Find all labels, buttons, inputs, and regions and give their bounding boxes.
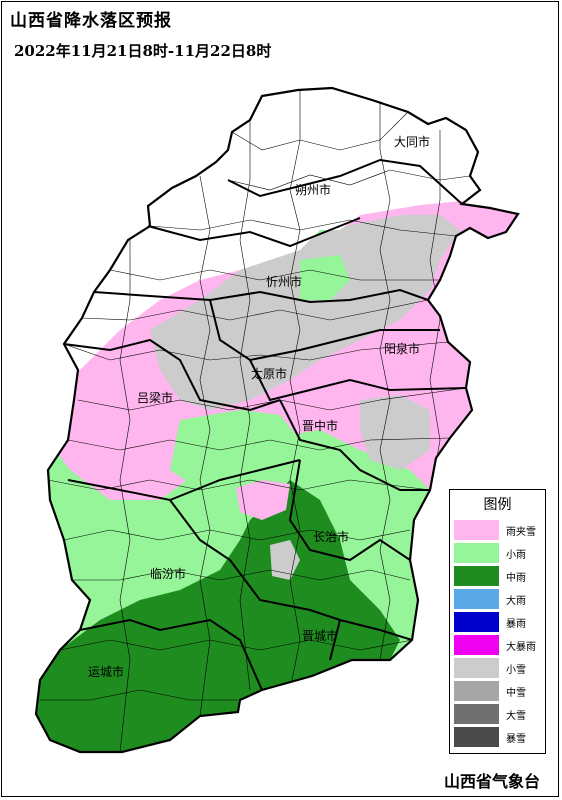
light-snow-zone-east [360, 395, 430, 470]
organization-name: 山西省气象台 [443, 772, 540, 791]
city-label-shuozhou: 朔州市 [295, 182, 331, 197]
legend-label: 暴雨 [506, 619, 526, 630]
prefecture-boundaries [63, 158, 467, 691]
legend-swatch [454, 566, 499, 586]
city-label-linfen: 临汾市 [150, 566, 186, 581]
legend-label: 雨夹雪 [506, 527, 536, 538]
city-label-xinzhou: 忻州市 [266, 274, 302, 289]
map-subtitle: 2022年11月21日8时-11月22日8时 [14, 42, 272, 60]
legend-label: 中雨 [506, 573, 526, 584]
legend-swatch [454, 612, 499, 632]
legend-swatch [454, 681, 499, 701]
city-label-jinzhong: 晋中市 [302, 418, 338, 433]
snow-patch-changzhi [270, 540, 300, 580]
legend-item: 小雨 [454, 543, 544, 563]
city-label-taiyuan: 太原市 [251, 366, 287, 381]
legend-item: 中雨 [454, 566, 544, 586]
legend-swatch [454, 727, 499, 747]
legend-item: 大雨 [454, 589, 544, 609]
legend-item: 暴雪 [454, 727, 544, 747]
city-label-yangquan: 阳泉市 [384, 341, 420, 356]
legend-item: 中雪 [454, 681, 544, 701]
city-label-datong: 大同市 [394, 134, 430, 149]
map-title: 山西省降水落区预报 [10, 11, 172, 31]
legend-swatch [454, 589, 499, 609]
legend-swatch [454, 520, 499, 540]
legend-title: 图例 [483, 497, 512, 513]
legend-label: 中雪 [506, 688, 526, 699]
legend-label: 小雪 [506, 665, 526, 676]
legend-swatch [454, 704, 499, 724]
legend-swatch [454, 543, 499, 563]
city-label-jincheng: 晋城市 [302, 628, 338, 643]
city-label-yuncheng: 运城市 [88, 664, 124, 679]
legend-item: 暴雨 [454, 612, 544, 632]
legend: 图例 雨夹雪 小雨 中雨 大雨 暴雨 大暴雨 小雪 中雪 大雪 暴雪 [449, 489, 546, 754]
sleet-patch-changzhi [236, 480, 290, 520]
county-boundaries [40, 90, 471, 752]
legend-label: 大暴雨 [506, 642, 536, 653]
light-rain-patch-north [300, 255, 350, 300]
light-rain-patch [170, 410, 300, 490]
legend-item: 雨夹雪 [454, 520, 544, 540]
province-border [34, 86, 520, 754]
legend-item: 大暴雨 [454, 635, 544, 655]
legend-label: 大雨 [506, 596, 526, 607]
legend-swatch [454, 635, 499, 655]
legend-swatch [454, 658, 499, 678]
legend-label: 暴雪 [506, 734, 526, 745]
legend-item: 小雪 [454, 658, 544, 678]
legend-label: 小雨 [506, 550, 526, 561]
city-label-changzhi: 长治市 [313, 529, 349, 544]
city-label-lvliang: 吕梁市 [137, 390, 173, 405]
legend-item: 大雪 [454, 704, 544, 724]
legend-label: 大雪 [506, 711, 526, 722]
